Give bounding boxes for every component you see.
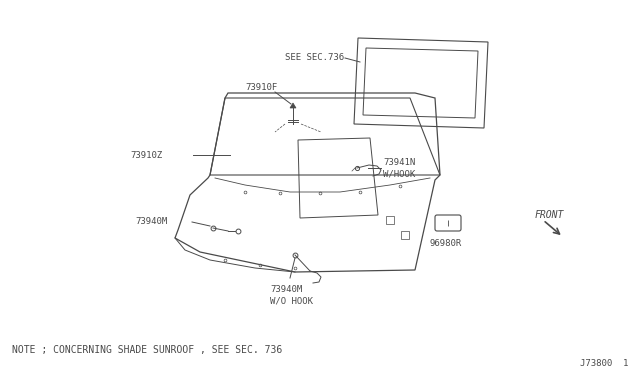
Text: 73940M: 73940M — [135, 218, 167, 227]
Polygon shape — [290, 103, 296, 108]
Text: SEE SEC.736: SEE SEC.736 — [285, 54, 344, 62]
Text: 73910F: 73910F — [245, 83, 277, 93]
Text: NOTE ; CONCERNING SHADE SUNROOF , SEE SEC. 736: NOTE ; CONCERNING SHADE SUNROOF , SEE SE… — [12, 345, 282, 355]
Text: 73941N
W/HOOK: 73941N W/HOOK — [383, 158, 415, 178]
Text: 73910Z: 73910Z — [130, 151, 163, 160]
Text: 96980R: 96980R — [430, 240, 462, 248]
Text: 73940M
W/O HOOK: 73940M W/O HOOK — [270, 285, 313, 305]
Text: J73800  1: J73800 1 — [580, 359, 628, 368]
Text: FRONT: FRONT — [535, 210, 564, 220]
